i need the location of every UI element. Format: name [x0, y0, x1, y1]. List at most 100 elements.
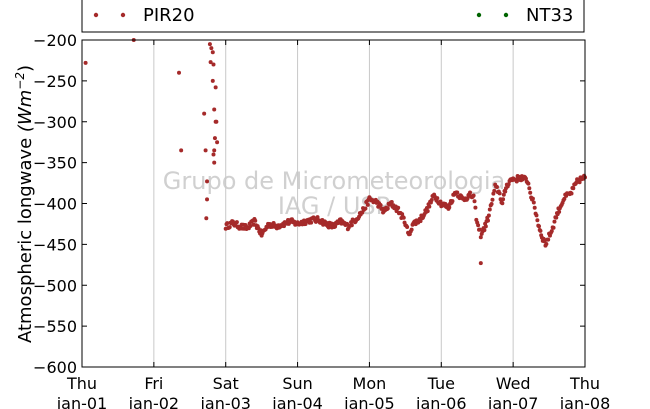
data-point — [549, 229, 554, 234]
data-point — [225, 221, 230, 226]
data-point — [333, 224, 338, 229]
data-point — [490, 197, 495, 202]
data-point — [506, 182, 511, 187]
data-point — [486, 213, 491, 218]
grid — [153, 40, 514, 367]
data-point — [455, 190, 460, 195]
data-point — [203, 148, 208, 153]
x-tick-label-date: jan-08 — [559, 394, 611, 409]
data-point — [483, 224, 488, 229]
data-point — [497, 191, 502, 196]
data-point — [482, 228, 487, 233]
y-tick-label: −250 — [33, 72, 77, 91]
data-point — [409, 227, 414, 232]
data-point — [83, 60, 88, 65]
data-point — [450, 199, 455, 204]
data-point — [179, 148, 184, 153]
data-point — [532, 205, 537, 210]
pir20-points — [83, 38, 587, 266]
data-point — [209, 46, 214, 51]
x-tick-label-date: jan-03 — [199, 394, 251, 409]
x-tick-label-date: jan-06 — [415, 394, 467, 409]
data-point — [205, 197, 210, 202]
data-point — [212, 136, 217, 141]
data-point — [227, 225, 232, 230]
data-point — [526, 181, 531, 186]
data-point — [212, 107, 217, 112]
data-point — [212, 160, 217, 165]
data-point — [537, 224, 542, 229]
y-axis-label-text: Atmospheric longwave — [15, 138, 36, 343]
data-point — [487, 207, 492, 212]
data-point — [501, 197, 506, 202]
data-point — [501, 192, 506, 197]
data-point — [248, 224, 253, 229]
legend-marker-nt33 — [503, 12, 509, 18]
data-point — [396, 205, 401, 210]
data-point — [234, 220, 239, 225]
data-point — [472, 199, 477, 204]
data-point — [405, 224, 410, 229]
data-point — [551, 225, 556, 230]
x-tick-label-day: Fri — [144, 374, 163, 393]
y-tick-label: −350 — [33, 154, 77, 173]
data-point — [552, 219, 557, 224]
x-tick-label-date: jan-07 — [487, 394, 539, 409]
data-point — [211, 62, 216, 67]
data-point — [385, 206, 390, 211]
axes: −200−250−300−350−400−450−500−550−600Thuj… — [33, 31, 610, 409]
data-point — [500, 201, 505, 206]
y-tick-label: −500 — [33, 276, 77, 295]
y-tick-label: −450 — [33, 235, 77, 254]
data-point — [478, 261, 483, 266]
data-point — [213, 119, 218, 124]
y-axis-label: Atmospheric longwave (Wm−2) — [13, 65, 36, 343]
data-point — [210, 78, 215, 83]
data-point — [473, 205, 478, 210]
data-point — [485, 218, 490, 223]
data-point — [544, 242, 549, 247]
data-point — [538, 228, 543, 233]
data-point — [546, 237, 551, 242]
data-point — [527, 186, 532, 191]
watermark-line-1: Grupo de Micrometeorologia — [163, 167, 505, 195]
data-point — [478, 235, 483, 240]
data-point — [211, 152, 216, 157]
data-point — [569, 191, 574, 196]
x-tick-label-day: Thu — [66, 374, 97, 393]
data-point — [207, 42, 212, 47]
x-tick-label-day: Thu — [569, 374, 600, 393]
data-point — [212, 148, 217, 153]
y-tick-label: −600 — [33, 358, 77, 377]
legend-marker-nt33 — [476, 12, 482, 18]
x-tick-label-day: Sun — [282, 374, 312, 393]
data-point — [465, 196, 470, 201]
data-point — [577, 180, 582, 185]
legend-box — [81, 0, 585, 33]
data-point — [378, 203, 383, 208]
data-point — [476, 223, 481, 228]
data-point — [435, 196, 440, 201]
data-point — [282, 224, 286, 229]
data-point — [326, 225, 331, 230]
x-tick-label-day: Sat — [213, 374, 239, 393]
data-point — [363, 206, 368, 211]
data-point — [365, 202, 370, 207]
data-point — [523, 176, 528, 181]
y-tick-label: −400 — [33, 195, 77, 214]
data-point — [215, 140, 220, 145]
data-point — [208, 60, 213, 65]
data-point — [204, 216, 209, 221]
data-point — [528, 190, 533, 195]
data-point — [389, 199, 394, 204]
data-point — [489, 201, 494, 206]
data-point — [315, 215, 320, 220]
data-point — [202, 111, 207, 116]
data-point — [253, 218, 258, 223]
data-point — [429, 198, 434, 203]
x-tick-label-date: jan-02 — [128, 394, 180, 409]
legend-marker-pir20 — [93, 12, 99, 18]
data-point — [571, 186, 576, 191]
data-point — [427, 204, 432, 209]
